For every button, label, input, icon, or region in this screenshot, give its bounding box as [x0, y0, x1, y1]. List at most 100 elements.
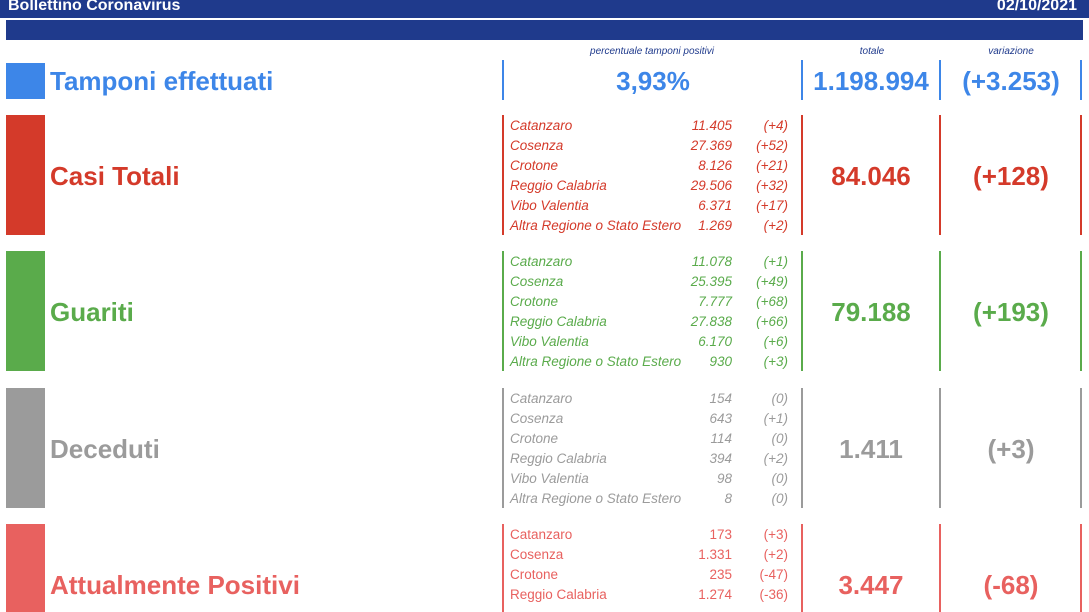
positivity-header: percentuale tamponi positivi [590, 46, 714, 57]
province-delta: (+3) [763, 527, 788, 542]
province-value: 6.170 [698, 334, 732, 349]
province-delta: (+17) [756, 198, 788, 213]
province-delta: (+52) [756, 138, 788, 153]
table-row: Altra Regione o Stato Estero 1.269 (+2) [510, 216, 792, 236]
province-delta: (-47) [759, 567, 788, 582]
table-row: Altra Regione o Stato Estero 8 (0) [510, 489, 792, 509]
province-delta: (+66) [756, 314, 788, 329]
province-name: Vibo Valentia [510, 334, 589, 349]
province-value: 11.405 [691, 118, 732, 133]
divider [502, 115, 504, 235]
province-name: Cosenza [510, 547, 564, 562]
table-row: Cosenza 1.331 (+2) [510, 545, 792, 565]
guariti-rows: Catanzaro 11.078 (+1) Cosenza 25.395 (+49) Cro… [510, 252, 792, 372]
table-row: Reggio Calabria 1.274 (-36) [510, 585, 792, 605]
top-bar: Bollettino Coronavirus 02/10/2021 [0, 0, 1089, 18]
table-row: Vibo Valentia 98 (0) [510, 469, 792, 489]
province-delta: (+2) [763, 451, 788, 466]
province-delta: (+21) [756, 158, 788, 173]
tamponi-variation: (+3.253) [962, 66, 1060, 96]
province-value: 394 [709, 451, 732, 466]
province-value: 8 [724, 491, 732, 506]
divider [939, 251, 941, 371]
table-row: Crotone 8.126 (+21) [510, 156, 792, 176]
divider [1080, 60, 1082, 100]
table-row: Vibo Valentia 6.371 (+17) [510, 196, 792, 216]
province-value: 7.777 [698, 294, 732, 309]
table-row: Catanzaro 11.078 (+1) [510, 252, 792, 272]
province-value: 27.838 [690, 314, 732, 329]
table-row: Cosenza 27.369 (+52) [510, 136, 792, 156]
province-name: Catanzaro [510, 254, 573, 269]
province-delta: (+2) [763, 547, 788, 562]
province-name: Altra Regione o Stato Estero [510, 218, 682, 233]
header-band [6, 20, 1083, 40]
table-row: Crotone 114 (0) [510, 429, 792, 449]
variation-header: variazione [988, 46, 1034, 57]
province-name: Cosenza [510, 411, 564, 426]
total-header: totale [859, 46, 885, 57]
province-name: Vibo Valentia [510, 471, 589, 486]
deceduti-title: Deceduti [50, 434, 160, 464]
province-delta: (+3) [763, 354, 788, 369]
province-value: 154 [709, 391, 732, 406]
province-value: 25.395 [690, 274, 732, 289]
divider [801, 388, 803, 508]
province-name: Vibo Valentia [510, 198, 589, 213]
table-row: Crotone 7.777 (+68) [510, 292, 792, 312]
province-name: Reggio Calabria [510, 178, 607, 193]
province-delta: (0) [771, 491, 789, 506]
table-row: Altra Regione o Stato Estero 930 (+3) [510, 352, 792, 372]
divider [502, 251, 504, 371]
province-name: Reggio Calabria [510, 451, 607, 466]
province-value: 29.506 [690, 178, 732, 193]
tamponi-swatch [6, 63, 45, 99]
province-name: Cosenza [510, 138, 564, 153]
divider [939, 60, 941, 100]
province-name: Altra Regione o Stato Estero [510, 491, 682, 506]
divider [502, 60, 504, 100]
deceduti-variation: (+3) [987, 434, 1035, 464]
table-row: Cosenza 25.395 (+49) [510, 272, 792, 292]
casi-variation: (+128) [973, 161, 1049, 191]
province-name: Catanzaro [510, 527, 573, 542]
divider [801, 60, 803, 100]
province-value: 1.269 [698, 218, 732, 233]
province-name: Reggio Calabria [510, 314, 607, 329]
guariti-swatch [6, 251, 45, 371]
tamponi-total: 1.198.994 [813, 66, 929, 96]
deceduti-total: 1.411 [839, 434, 903, 464]
province-delta: (0) [771, 391, 789, 406]
province-delta: (+1) [763, 254, 788, 269]
table-row: Reggio Calabria 29.506 (+32) [510, 176, 792, 196]
province-name: Catanzaro [510, 391, 573, 406]
divider [801, 251, 803, 371]
province-value: 11.078 [691, 254, 732, 269]
province-value: 173 [709, 527, 732, 542]
divider [502, 524, 504, 612]
province-name: Cosenza [510, 274, 564, 289]
table-row: Crotone 235 (-47) [510, 565, 792, 585]
casi-total: 84.046 [831, 161, 911, 191]
province-name: Catanzaro [510, 118, 573, 133]
province-delta: (0) [771, 431, 789, 446]
province-delta: (-36) [759, 587, 788, 602]
province-name: Altra Regione o Stato Estero [510, 354, 682, 369]
table-row: Reggio Calabria 394 (+2) [510, 449, 792, 469]
positivity-value: 3,93% [616, 66, 690, 96]
positivi-swatch [6, 524, 45, 612]
table-row: Cosenza 643 (+1) [510, 409, 792, 429]
guariti-title: Guariti [50, 297, 134, 327]
divider [939, 524, 941, 612]
province-name: Reggio Calabria [510, 587, 607, 602]
table-row: Catanzaro 154 (0) [510, 389, 792, 409]
province-name: Crotone [510, 158, 559, 173]
province-delta: (+68) [756, 294, 788, 309]
province-delta: (+6) [763, 334, 788, 349]
province-value: 1.274 [698, 587, 732, 602]
province-value: 1.331 [698, 547, 732, 562]
divider [939, 115, 941, 235]
province-name: Crotone [510, 294, 559, 309]
deceduti-rows: Catanzaro 154 (0) Cosenza 643 (+1) Crotone 114 (… [510, 389, 792, 509]
casi-title: Casi Totali [50, 161, 180, 191]
